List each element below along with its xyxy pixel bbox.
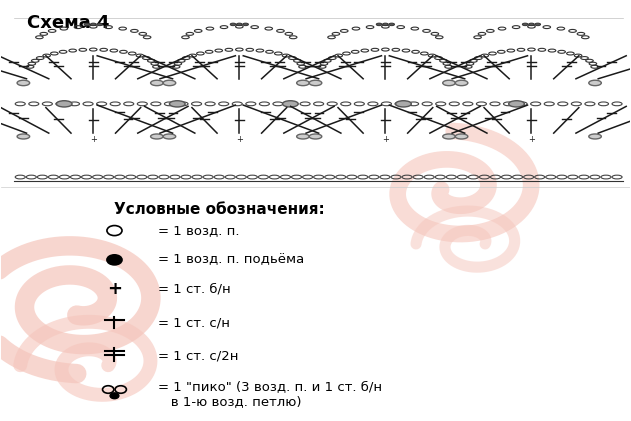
- Ellipse shape: [456, 80, 468, 85]
- Text: +: +: [528, 135, 535, 144]
- Text: +: +: [107, 280, 122, 298]
- Text: = 1 возд. п.: = 1 возд. п.: [158, 224, 240, 237]
- Ellipse shape: [56, 101, 72, 107]
- Ellipse shape: [389, 23, 394, 26]
- Ellipse shape: [163, 134, 175, 139]
- Circle shape: [107, 255, 122, 265]
- Ellipse shape: [84, 23, 90, 26]
- Ellipse shape: [382, 23, 388, 26]
- Ellipse shape: [443, 80, 456, 85]
- Ellipse shape: [509, 101, 524, 107]
- Text: +: +: [90, 135, 97, 144]
- Text: = 1 ст. б/н: = 1 ст. б/н: [158, 282, 231, 296]
- Ellipse shape: [90, 23, 96, 26]
- Text: = 1 "пико" (3 возд. п. и 1 ст. б/н
   в 1-ю возд. петлю): = 1 "пико" (3 возд. п. и 1 ст. б/н в 1-ю…: [158, 380, 382, 408]
- Ellipse shape: [396, 101, 411, 107]
- Ellipse shape: [17, 134, 30, 139]
- Ellipse shape: [17, 80, 30, 85]
- Ellipse shape: [456, 134, 468, 139]
- Ellipse shape: [163, 80, 175, 85]
- Ellipse shape: [309, 80, 322, 85]
- Text: Условные обозначения:: Условные обозначения:: [114, 202, 325, 217]
- Ellipse shape: [376, 23, 382, 26]
- Ellipse shape: [170, 101, 185, 107]
- Text: +: +: [236, 135, 243, 144]
- Ellipse shape: [237, 23, 242, 26]
- Ellipse shape: [230, 23, 236, 26]
- Text: = 1 ст. с/2н: = 1 ст. с/2н: [158, 349, 239, 362]
- Ellipse shape: [283, 101, 298, 107]
- Ellipse shape: [522, 23, 528, 26]
- Text: +: +: [382, 135, 389, 144]
- Ellipse shape: [97, 23, 102, 26]
- Ellipse shape: [589, 80, 601, 85]
- Text: Схема 4: Схема 4: [27, 14, 109, 32]
- Ellipse shape: [243, 23, 249, 26]
- Ellipse shape: [151, 80, 163, 85]
- Ellipse shape: [309, 134, 322, 139]
- Ellipse shape: [297, 134, 309, 139]
- Ellipse shape: [589, 134, 601, 139]
- Ellipse shape: [443, 134, 456, 139]
- Ellipse shape: [151, 134, 163, 139]
- Text: = 1 ст. с/н: = 1 ст. с/н: [158, 316, 230, 329]
- Ellipse shape: [297, 80, 309, 85]
- Text: = 1 возд. п. подьёма: = 1 возд. п. подьёма: [158, 253, 305, 266]
- Circle shape: [110, 393, 119, 399]
- Ellipse shape: [529, 23, 534, 26]
- Ellipse shape: [535, 23, 541, 26]
